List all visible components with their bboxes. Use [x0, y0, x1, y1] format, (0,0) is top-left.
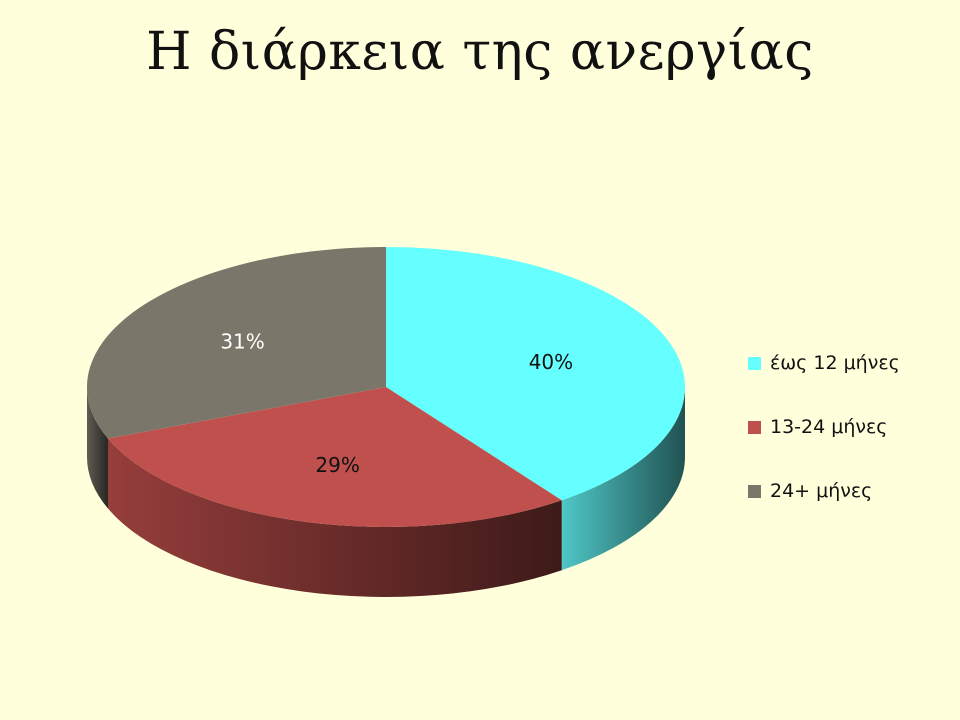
- data-label: 31%: [220, 329, 264, 353]
- chart-title: Η διάρκεια της ανεργίας: [146, 22, 814, 82]
- legend-swatch: [748, 356, 761, 370]
- pie-slice-side: [107, 438, 562, 598]
- data-label: 29%: [315, 453, 359, 477]
- pie-slice-side: [87, 387, 108, 509]
- legend-label: έως 12 μήνες: [770, 352, 900, 374]
- legend-item: έως 12 μήνες: [748, 350, 900, 376]
- legend-item: 24+ μήνες: [748, 478, 900, 504]
- data-label: 40%: [529, 350, 573, 374]
- pie-slice: [87, 247, 386, 439]
- pie-slice-side: [561, 387, 685, 571]
- legend: έως 12 μήνες 13-24 μήνες 24+ μήνες: [748, 350, 900, 542]
- legend-swatch: [748, 420, 761, 434]
- legend-label: 13-24 μήνες: [770, 416, 888, 438]
- legend-swatch: [748, 484, 761, 498]
- legend-label: 24+ μήνες: [770, 480, 873, 502]
- legend-item: 13-24 μήνες: [748, 414, 900, 440]
- pie-slice: [386, 247, 686, 501]
- pie-slice: [107, 387, 562, 528]
